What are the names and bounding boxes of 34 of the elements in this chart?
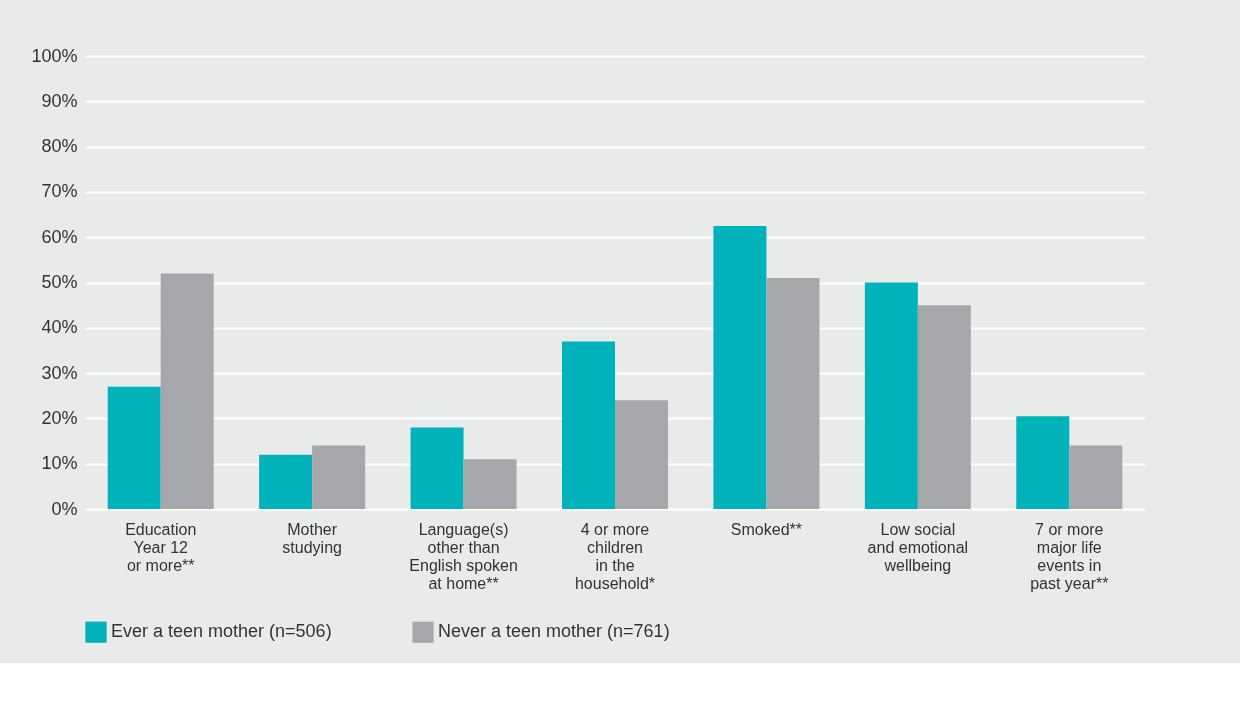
x-tick-label: 7 or more major life events in past year** <box>1030 520 1109 592</box>
y-tick-label: 40% <box>41 317 78 338</box>
x-tick-label: Low social and emotional wellbeing <box>867 520 969 574</box>
legend-label: Ever a teen mother (n=506) <box>111 621 332 642</box>
legend-label: Never a teen mother (n=761) <box>438 621 670 642</box>
bar <box>766 277 820 509</box>
x-tick-label: Mother studying <box>282 520 342 556</box>
y-tick-label: 50% <box>41 272 78 292</box>
y-tick-label: 10% <box>41 453 78 474</box>
y-tick-label: 80% <box>41 136 78 157</box>
y-tick-label: 70% <box>41 181 78 202</box>
bar <box>259 454 313 509</box>
bar <box>160 273 214 509</box>
bar <box>562 341 615 509</box>
y-tick-label: 0% <box>51 498 78 519</box>
x-tick-label: Smoked** <box>730 520 803 538</box>
x-tick-label: Language(s) other than English spoken at home** <box>409 520 518 592</box>
bar <box>917 305 971 509</box>
bar <box>615 400 668 509</box>
y-tick-label: 20% <box>41 407 78 428</box>
x-tick-label: 4 or more children in the household* <box>574 520 656 592</box>
bar <box>107 386 161 509</box>
bar <box>1069 445 1123 509</box>
bar <box>1016 416 1070 509</box>
y-tick-label: 60% <box>41 226 78 247</box>
bar <box>713 225 767 509</box>
y-tick-label: 30% <box>41 362 78 383</box>
y-tick-label: 100% <box>31 45 78 66</box>
bar <box>410 427 464 509</box>
bar <box>463 459 517 509</box>
x-tick-label: Education Year 12 or more** <box>125 520 197 574</box>
bar <box>312 445 366 509</box>
y-tick-label: 90% <box>41 90 78 111</box>
bar <box>864 282 918 509</box>
